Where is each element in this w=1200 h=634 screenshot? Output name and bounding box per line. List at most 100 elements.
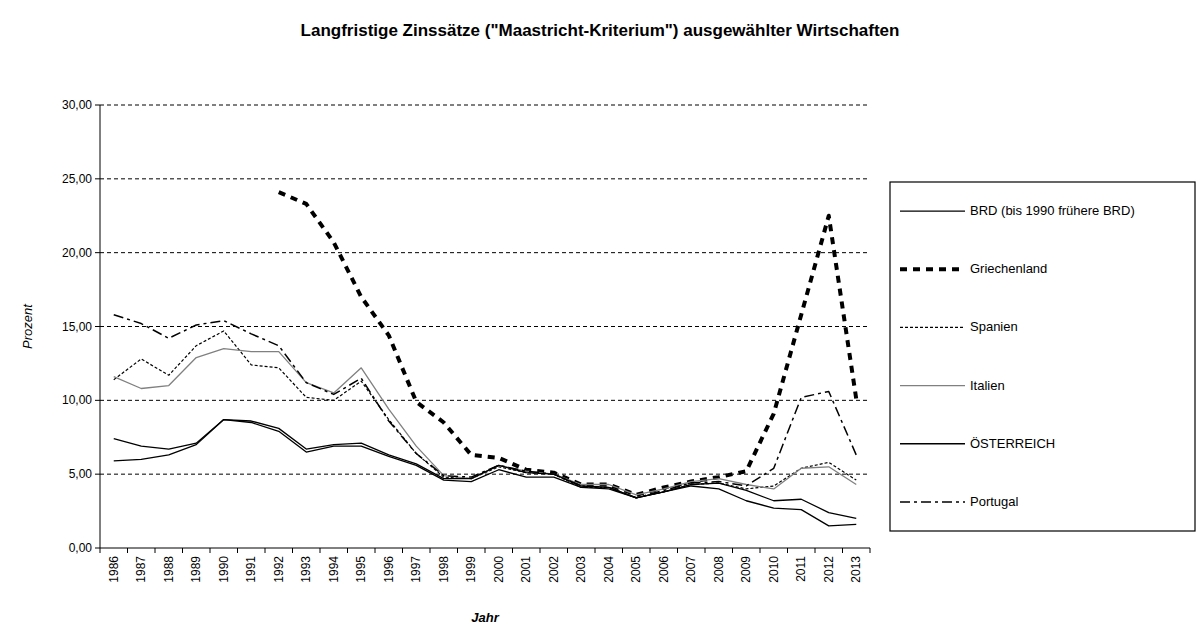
- x-tick-label: 2007: [684, 556, 698, 583]
- x-tick: [540, 548, 541, 553]
- series-line: [114, 315, 857, 498]
- legend-swatch: [900, 385, 965, 386]
- x-tick: [265, 548, 266, 553]
- x-tick-label: 1992: [272, 556, 286, 583]
- x-tick-label: 1998: [437, 556, 451, 583]
- y-axis: [100, 105, 101, 548]
- x-tick-label: 2000: [492, 556, 506, 583]
- x-tick: [100, 548, 101, 553]
- y-tick-label: 5,00: [69, 467, 93, 481]
- grid-line: [100, 105, 870, 106]
- legend-swatch: [900, 501, 965, 503]
- legend: [890, 182, 1195, 531]
- x-tick: [347, 548, 348, 553]
- x-tick: [485, 548, 486, 553]
- y-tick-label: 20,00: [62, 246, 92, 260]
- grid-line: [100, 178, 870, 179]
- x-tick-label: 1995: [354, 556, 368, 583]
- x-axis-label: Jahr: [471, 610, 499, 625]
- y-tick: [95, 326, 100, 327]
- series-line: [114, 349, 857, 495]
- x-tick-label: 1991: [244, 556, 258, 583]
- x-tick: [815, 548, 816, 553]
- x-tick: [402, 548, 403, 553]
- x-tick-label: 2005: [629, 556, 643, 583]
- x-tick: [787, 548, 788, 553]
- x-tick-label: 1987: [134, 556, 148, 583]
- x-tick: [622, 548, 623, 553]
- y-tick: [95, 548, 100, 549]
- y-tick-label: 15,00: [62, 320, 92, 334]
- x-tick: [237, 548, 238, 553]
- x-tick-label: 1996: [382, 556, 396, 583]
- legend-label: Portugal: [970, 494, 1019, 509]
- y-tick-label: 25,00: [62, 172, 92, 186]
- series-line: [114, 331, 857, 498]
- legend-swatch: [900, 210, 965, 211]
- y-tick: [95, 178, 100, 179]
- grid-line: [100, 400, 870, 401]
- legend-label: BRD (bis 1990 frühere BRD): [970, 203, 1135, 218]
- legend-label: ÖSTERREICH: [970, 436, 1055, 451]
- grid-line: [100, 252, 870, 253]
- x-tick: [870, 548, 871, 553]
- legend-label: Spanien: [970, 319, 1018, 334]
- y-axis-label: Prozent: [20, 303, 35, 349]
- x-tick: [732, 548, 733, 553]
- x-tick: [760, 548, 761, 553]
- grid-line: [100, 474, 870, 475]
- x-tick-label: 2012: [822, 556, 836, 583]
- x-tick: [842, 548, 843, 553]
- x-tick: [375, 548, 376, 553]
- grid-line: [100, 326, 870, 327]
- y-tick: [95, 105, 100, 106]
- y-tick: [95, 400, 100, 401]
- x-tick: [127, 548, 128, 553]
- legend-swatch: [900, 267, 965, 271]
- chart: Langfristige Zinssätze ("Maastricht-Krit…: [0, 0, 1200, 634]
- x-tick: [320, 548, 321, 553]
- x-tick: [457, 548, 458, 553]
- y-tick-label: 10,00: [62, 393, 92, 407]
- y-tick: [95, 474, 100, 475]
- x-tick-label: 2009: [739, 556, 753, 583]
- x-tick-label: 1997: [409, 556, 423, 583]
- x-tick-label: 2008: [712, 556, 726, 583]
- x-tick-label: 2003: [574, 556, 588, 583]
- legend-swatch: [900, 327, 965, 328]
- x-tick-label: 2001: [519, 556, 533, 583]
- x-tick-label: 2011: [794, 556, 808, 582]
- legend-label: Italien: [970, 378, 1005, 393]
- series-line: [114, 420, 857, 519]
- x-tick: [567, 548, 568, 553]
- x-tick-label: 2002: [547, 556, 561, 583]
- series-line: [279, 192, 857, 495]
- x-tick: [430, 548, 431, 553]
- x-tick: [210, 548, 211, 553]
- plot-area: [114, 192, 857, 526]
- x-tick-label: 2006: [657, 556, 671, 583]
- x-tick: [182, 548, 183, 553]
- x-tick: [512, 548, 513, 553]
- x-tick: [705, 548, 706, 553]
- x-tick: [650, 548, 651, 553]
- y-tick-label: 0,00: [69, 541, 93, 555]
- x-tick-label: 2010: [767, 556, 781, 583]
- background: [0, 0, 1200, 634]
- x-tick-label: 1994: [327, 556, 341, 583]
- title: Langfristige Zinssätze ("Maastricht-Krit…: [301, 21, 900, 40]
- x-tick-label: 1990: [217, 556, 231, 583]
- x-tick: [292, 548, 293, 553]
- x-tick: [155, 548, 156, 553]
- x-tick-label: 1986: [107, 556, 121, 583]
- x-tick-label: 1988: [162, 556, 176, 583]
- x-tick: [595, 548, 596, 553]
- x-tick-label: 1999: [464, 556, 478, 583]
- legend-label: Griechenland: [970, 261, 1047, 276]
- y-tick: [95, 252, 100, 253]
- x-tick-label: 2013: [849, 556, 863, 583]
- legend-swatch: [900, 443, 965, 444]
- x-tick-label: 1989: [189, 556, 203, 583]
- x-tick: [677, 548, 678, 553]
- y-tick-label: 30,00: [62, 98, 92, 112]
